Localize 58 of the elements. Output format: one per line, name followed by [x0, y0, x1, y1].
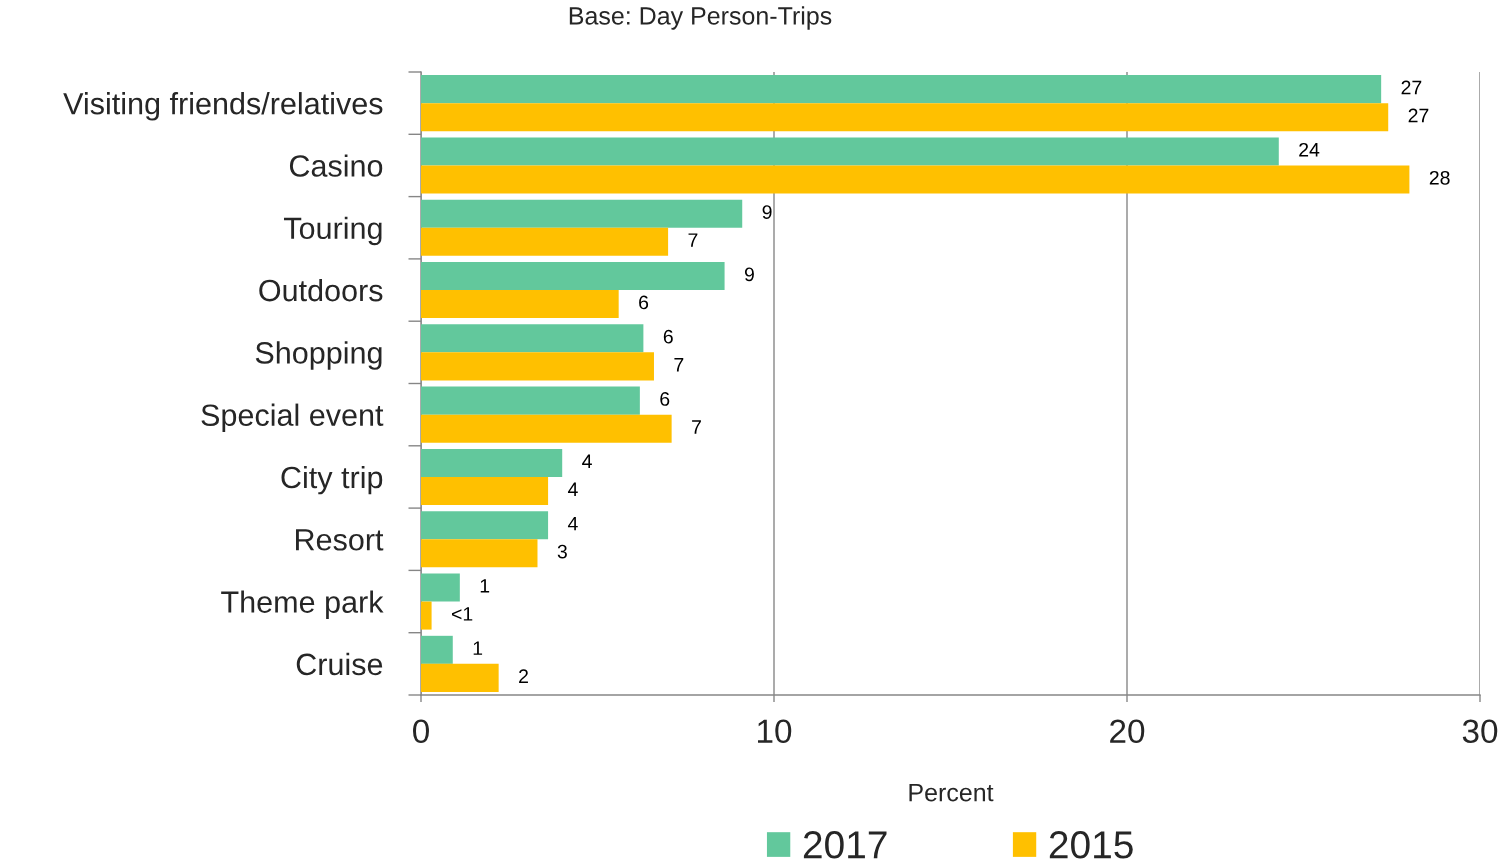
bar [421, 476, 549, 505]
data-label: 1 [473, 641, 483, 655]
y-tick-label: Touring [283, 216, 382, 246]
data-label: 28 [1429, 170, 1450, 185]
bar [421, 573, 460, 602]
data-label: 7 [692, 420, 701, 434]
data-label: 4 [567, 482, 578, 496]
bar [421, 414, 672, 443]
data-label: 1 [480, 579, 490, 593]
bar [421, 290, 619, 319]
x-axis-title: Percent [909, 783, 994, 802]
x-tick-label: 10 [758, 719, 792, 744]
bar [421, 227, 669, 256]
bar [421, 448, 563, 477]
data-label: 4 [567, 516, 578, 531]
bar [421, 75, 1382, 104]
bar [421, 199, 743, 228]
bar [421, 103, 1389, 132]
y-tick-label: Resort [296, 529, 384, 551]
data-label: 4 [582, 454, 592, 468]
bar [421, 262, 725, 291]
bar [421, 137, 1279, 166]
bar [421, 324, 644, 353]
data-label: 6 [663, 329, 673, 344]
y-tick-label: Theme park [221, 590, 384, 619]
data-label: 24 [1299, 142, 1320, 157]
y-tick-label: Special event [201, 403, 384, 433]
bar [421, 601, 432, 630]
y-tick-label: Outdoors [259, 278, 383, 302]
bar [421, 511, 549, 540]
data-label: 9 [744, 267, 754, 282]
bar [421, 352, 654, 381]
bar [421, 386, 640, 415]
data-label: <1 [451, 607, 473, 621]
data-label: 27 [1408, 108, 1429, 123]
y-tick-label: Visiting friends/relatives [63, 92, 383, 121]
bar [421, 663, 499, 692]
y-tick-label: Casino [289, 154, 383, 177]
bar [421, 165, 1410, 194]
data-label: 27 [1401, 80, 1422, 95]
bar [421, 539, 538, 568]
data-label: 6 [660, 392, 670, 406]
data-label: 7 [688, 233, 698, 247]
data-label: 2 [519, 669, 528, 683]
x-tick-label: 0 [413, 719, 429, 744]
bar [421, 635, 453, 664]
y-tick-label: Cruise [296, 652, 383, 676]
x-tick-label: 20 [1110, 719, 1145, 744]
data-label: 9 [762, 205, 772, 219]
data-label: 7 [674, 358, 684, 372]
legend-label: 2017 [803, 831, 887, 859]
y-tick-label: City trip [281, 465, 383, 495]
data-label: 6 [639, 295, 649, 310]
data-label: 3 [557, 544, 567, 559]
y-tick-label: Shopping [255, 341, 382, 370]
legend-label: 2015 [1049, 831, 1133, 859]
chart-title: Base: Day Person-Trips [569, 6, 832, 30]
x-tick-label: 30 [1462, 719, 1498, 744]
